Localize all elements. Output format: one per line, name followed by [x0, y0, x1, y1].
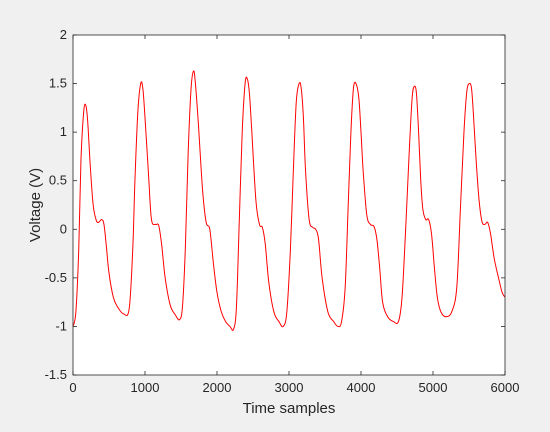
y-axis-label: Voltage (V) [27, 168, 44, 242]
plot-frame [72, 34, 506, 376]
plot-background [73, 35, 505, 375]
x-tick-label: 0 [69, 380, 76, 395]
y-tick-label: 1.5 [49, 76, 67, 91]
y-tick-label: 0 [60, 221, 67, 236]
x-tick-label: 3000 [275, 380, 304, 395]
x-tick-label: 1000 [131, 380, 160, 395]
series-layer [72, 70, 506, 331]
x-tick-label: 4000 [347, 380, 376, 395]
x-axis-ticks: 0 1000 2000 3000 4000 5000 6000 [69, 35, 519, 395]
y-axis-ticks: -1.5 -1 -0.5 0 0.5 1 1.5 2 [45, 27, 505, 382]
y-tick-label: -1 [55, 318, 67, 333]
x-tick-label: 2000 [203, 380, 232, 395]
x-tick-label: 5000 [419, 380, 448, 395]
x-tick-label: 6000 [491, 380, 520, 395]
y-tick-label: 2 [60, 27, 67, 42]
x-axis-label: Time samples [243, 400, 336, 417]
y-tick-label: -0.5 [45, 270, 67, 285]
y-tick-label: 0.5 [49, 173, 67, 188]
y-tick-label: -1.5 [45, 367, 67, 382]
series-line [72, 70, 506, 331]
y-tick-label: 1 [60, 124, 67, 139]
